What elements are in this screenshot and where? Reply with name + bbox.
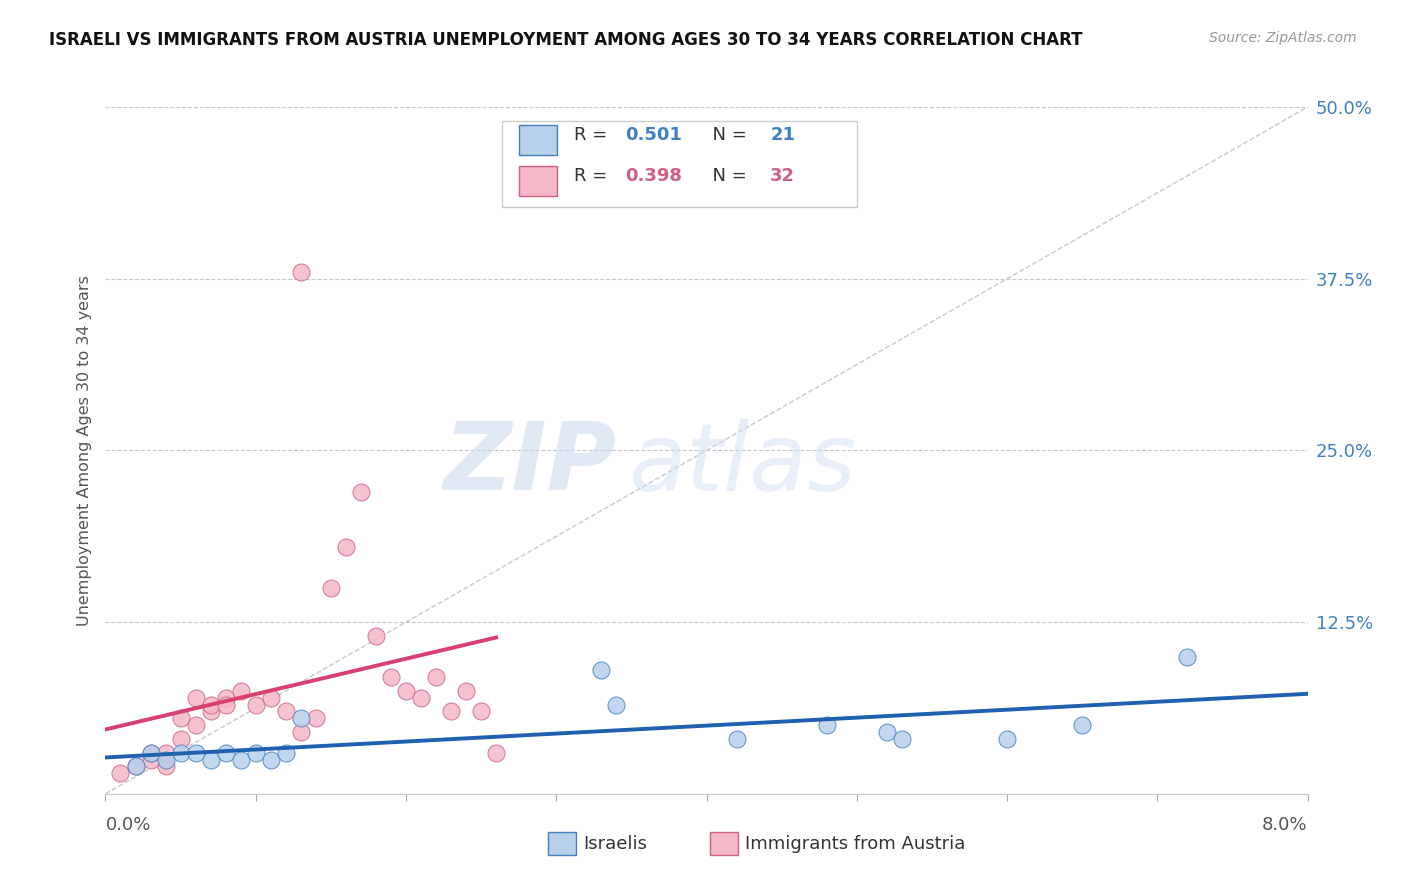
Point: [155, 759, 177, 773]
Point: [214, 698, 236, 712]
Point: [274, 746, 297, 760]
Point: [485, 746, 508, 760]
Point: [725, 731, 748, 746]
FancyBboxPatch shape: [519, 125, 557, 155]
Point: [155, 752, 177, 766]
Point: [139, 746, 162, 760]
Point: [139, 752, 162, 766]
Point: [605, 698, 627, 712]
Point: [409, 690, 432, 705]
Point: [169, 711, 191, 725]
Point: [124, 759, 146, 773]
Point: [995, 731, 1018, 746]
Point: [139, 746, 162, 760]
Y-axis label: Unemployment Among Ages 30 to 34 years: Unemployment Among Ages 30 to 34 years: [76, 275, 91, 626]
FancyBboxPatch shape: [502, 120, 856, 207]
Point: [470, 705, 492, 719]
Point: [425, 670, 447, 684]
Text: Source: ZipAtlas.com: Source: ZipAtlas.com: [1209, 31, 1357, 45]
Text: 0.0%: 0.0%: [105, 816, 150, 834]
Point: [305, 711, 328, 725]
Point: [214, 690, 236, 705]
Point: [335, 540, 357, 554]
Text: 8.0%: 8.0%: [1263, 816, 1308, 834]
Point: [184, 746, 207, 760]
Point: [229, 683, 252, 698]
Text: atlas: atlas: [628, 418, 856, 509]
Point: [290, 725, 312, 739]
Point: [364, 629, 387, 643]
Point: [245, 698, 267, 712]
Point: [1071, 718, 1094, 732]
Text: ZIP: ZIP: [443, 418, 616, 510]
Point: [350, 484, 373, 499]
Point: [290, 265, 312, 279]
Point: [124, 759, 146, 773]
Text: ISRAELI VS IMMIGRANTS FROM AUSTRIA UNEMPLOYMENT AMONG AGES 30 TO 34 YEARS CORREL: ISRAELI VS IMMIGRANTS FROM AUSTRIA UNEMP…: [49, 31, 1083, 49]
Text: 21: 21: [770, 126, 796, 144]
Text: R =: R =: [574, 167, 613, 185]
Point: [214, 746, 236, 760]
Text: R =: R =: [574, 126, 613, 144]
Point: [260, 690, 283, 705]
Point: [200, 752, 222, 766]
Point: [245, 746, 267, 760]
Point: [155, 746, 177, 760]
Point: [274, 705, 297, 719]
Point: [169, 746, 191, 760]
Point: [290, 711, 312, 725]
Text: 0.501: 0.501: [624, 126, 682, 144]
Point: [260, 752, 283, 766]
Point: [229, 752, 252, 766]
Text: Immigrants from Austria: Immigrants from Austria: [745, 835, 966, 853]
Point: [319, 581, 342, 595]
Text: 32: 32: [770, 167, 796, 185]
Point: [110, 766, 132, 780]
Point: [200, 698, 222, 712]
Point: [395, 683, 418, 698]
Point: [184, 690, 207, 705]
Point: [890, 731, 912, 746]
Text: N =: N =: [700, 126, 752, 144]
Point: [815, 718, 838, 732]
Point: [876, 725, 898, 739]
Point: [380, 670, 402, 684]
Text: N =: N =: [700, 167, 752, 185]
Point: [591, 663, 613, 677]
FancyBboxPatch shape: [519, 166, 557, 196]
Point: [440, 705, 463, 719]
Text: 0.398: 0.398: [624, 167, 682, 185]
Point: [200, 705, 222, 719]
Point: [454, 683, 477, 698]
Point: [184, 718, 207, 732]
Text: Israelis: Israelis: [583, 835, 648, 853]
Point: [1175, 649, 1198, 664]
Point: [169, 731, 191, 746]
